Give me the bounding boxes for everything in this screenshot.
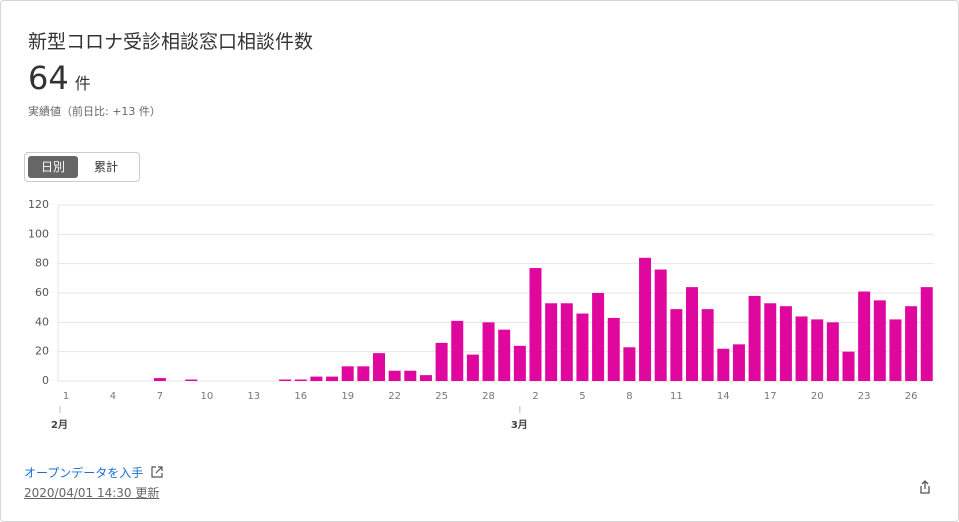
bar [826, 322, 839, 381]
x-tick-label: 11 [670, 391, 683, 402]
bar [404, 370, 417, 381]
bar [513, 345, 526, 381]
bar [639, 257, 652, 381]
bar [576, 313, 589, 381]
y-tick-label: 0 [42, 374, 49, 387]
bar [654, 269, 667, 381]
y-tick-label: 100 [28, 227, 49, 240]
bar [435, 342, 448, 381]
bar [732, 344, 745, 381]
updated: 2020/04/01 14:30 更新 [24, 486, 160, 500]
x-tick-label: 19 [341, 391, 354, 402]
bar [279, 379, 292, 381]
bar [529, 268, 542, 381]
bar [326, 376, 339, 381]
bar [466, 354, 479, 381]
share-icon[interactable] [917, 479, 933, 495]
bar [717, 348, 730, 381]
x-tick-label: 8 [626, 391, 632, 402]
bar [153, 378, 166, 381]
bar [889, 319, 902, 381]
bar [748, 295, 761, 381]
headline-value: 64 [28, 59, 69, 97]
bar [842, 351, 855, 381]
tab-daily[interactable]: 日別 [28, 156, 78, 178]
y-tick-label: 120 [28, 198, 49, 211]
y-tick-label: 60 [35, 286, 49, 299]
x-tick-label: 5 [579, 391, 585, 402]
x-tick-label: 28 [482, 391, 495, 402]
title: 新型コロナ受診相談窓口相談件数 [28, 31, 314, 53]
bar [873, 300, 886, 381]
headline: 64 件 [28, 59, 91, 97]
bar [498, 329, 511, 381]
y-tick-label: 20 [35, 345, 49, 358]
bar [607, 317, 620, 381]
bar [294, 379, 307, 381]
bar [545, 303, 558, 381]
x-tick-label: 14 [717, 391, 730, 402]
x-tick-label: 26 [905, 391, 918, 402]
x-tick-label: 10 [200, 391, 213, 402]
bar [795, 316, 808, 381]
bar [764, 303, 777, 381]
headline-unit: 件 [74, 74, 91, 93]
bar [419, 375, 432, 381]
bar [592, 293, 605, 381]
y-tick-label: 80 [35, 257, 49, 270]
bar [341, 366, 354, 381]
bar [701, 309, 714, 381]
bar [811, 319, 824, 381]
x-tick-label: 1 [63, 391, 69, 402]
bar [482, 322, 495, 381]
x-tick-label: 25 [435, 391, 448, 402]
bar [858, 291, 871, 381]
x-tick-label: 22 [388, 391, 401, 402]
bar [686, 287, 698, 381]
bar [920, 287, 933, 381]
bar [357, 366, 370, 381]
bar [388, 370, 401, 381]
link-text: オープンデータを入手 [24, 466, 144, 480]
external-icon [151, 466, 163, 478]
bar [779, 306, 792, 381]
bar [310, 376, 323, 381]
bar [373, 353, 385, 381]
x-tick-label: 23 [858, 391, 871, 402]
open-data-link[interactable]: オープンデータを入手 [24, 464, 163, 481]
y-tick-label: 40 [35, 315, 49, 328]
bar [623, 347, 636, 381]
x-tick-label: 20 [811, 391, 824, 402]
bar [670, 309, 683, 381]
tabs: 日別 累計 [24, 152, 140, 182]
note: 実績値（前日比: +13 件） [28, 105, 161, 118]
x-tick-label: 16 [294, 391, 307, 402]
bar [560, 303, 573, 381]
bar [185, 379, 198, 381]
bar [451, 320, 464, 381]
x-tick-label: 4 [110, 391, 116, 402]
month-label: 3月 [511, 419, 528, 431]
x-tick-label: 7 [157, 391, 163, 402]
x-tick-label: 2 [532, 391, 538, 402]
tab-cumulative[interactable]: 累計 [93, 160, 118, 174]
month-label: 2月 [51, 419, 68, 431]
bar [905, 306, 918, 381]
x-tick-label: 17 [764, 391, 777, 402]
x-tick-label: 13 [247, 391, 260, 402]
